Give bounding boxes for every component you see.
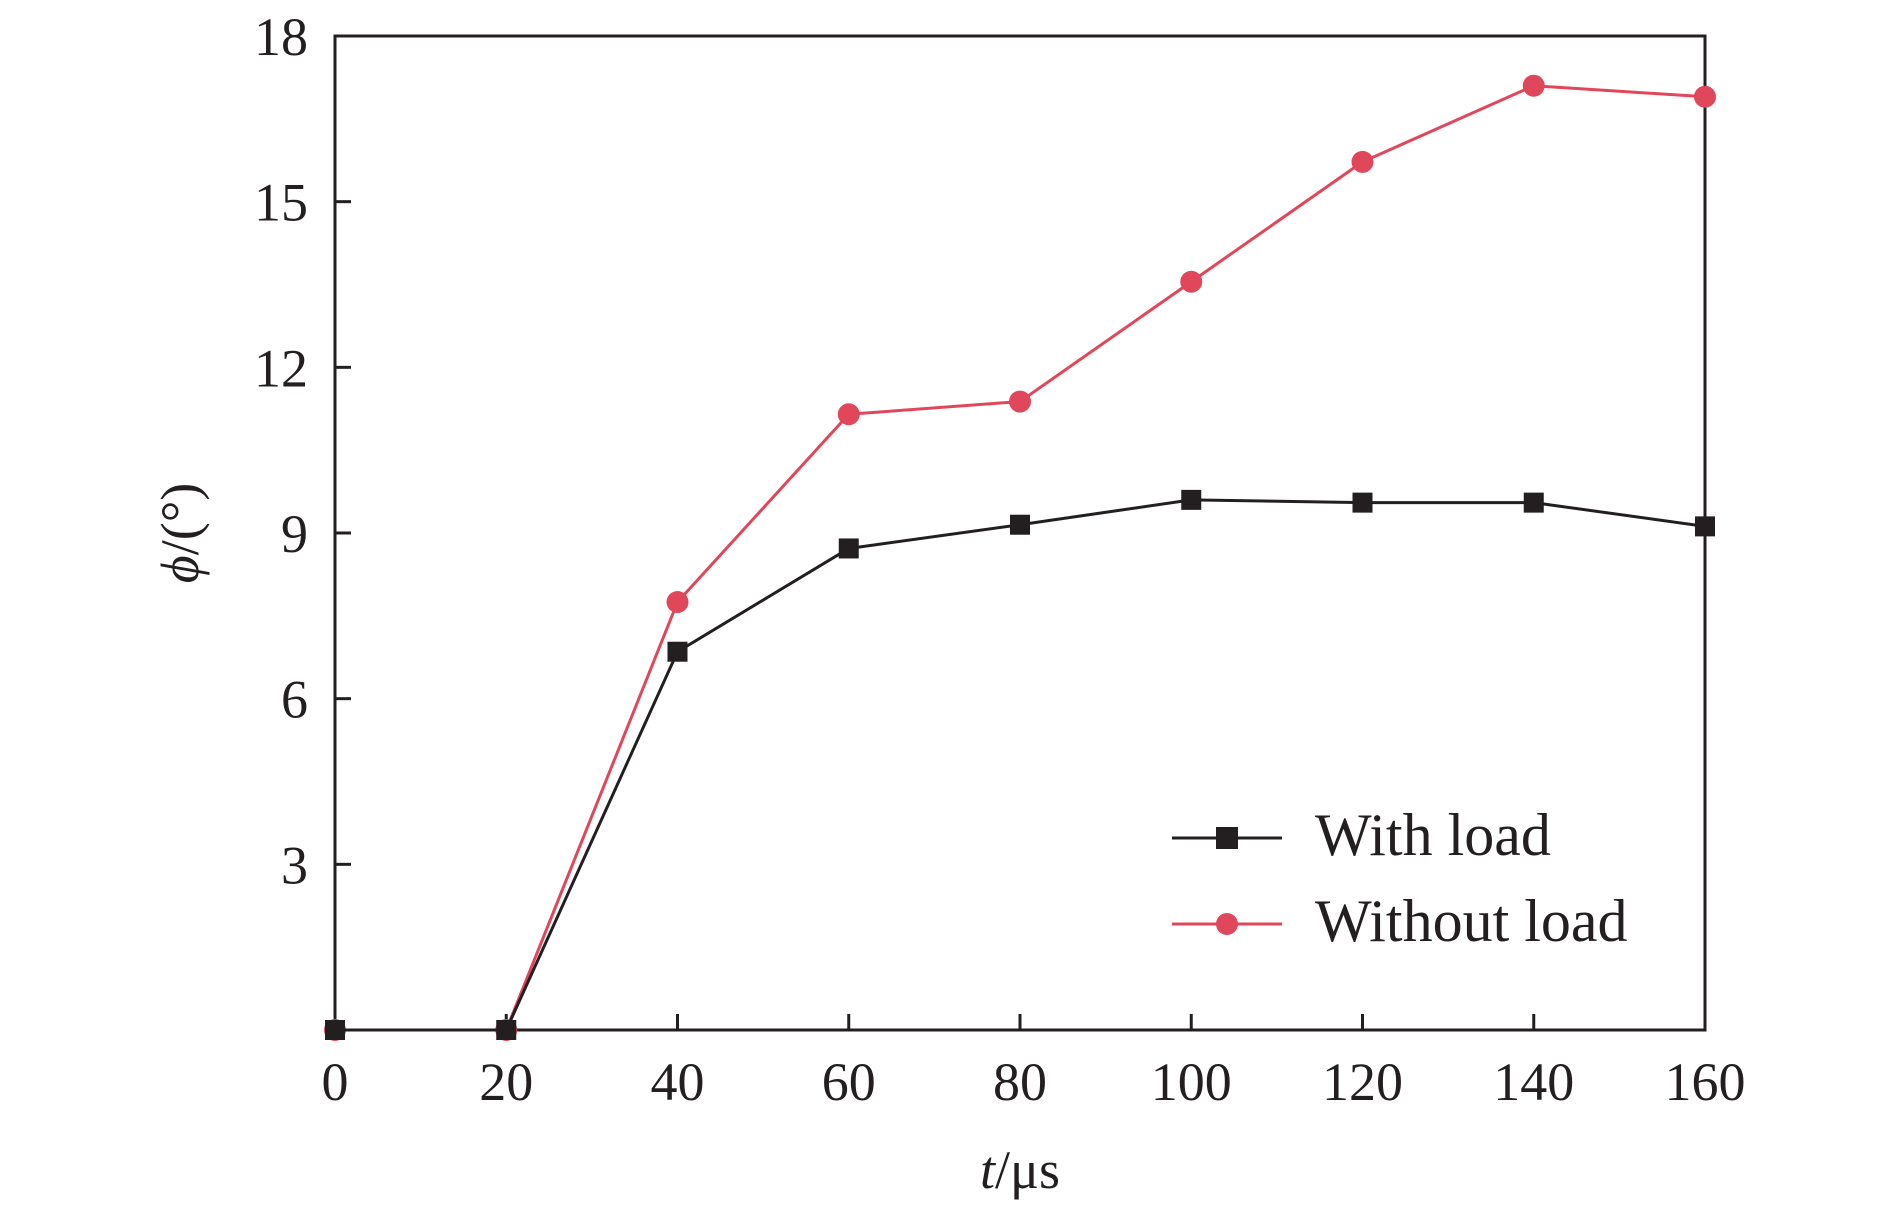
x-tick-label-0: 0 (322, 1052, 349, 1112)
x-axis-variable: t (980, 1140, 997, 1200)
point-with-load-60 (838, 538, 859, 559)
point-without-load-160 (1694, 85, 1716, 108)
y-tick-label-6: 6 (281, 670, 308, 730)
legend: With load Without load (1172, 802, 1628, 954)
point-without-load-140 (1522, 74, 1545, 97)
point-with-load-0 (325, 1020, 345, 1040)
point-with-load-160 (1695, 516, 1715, 537)
x-axis-unit: /μs (995, 1140, 1060, 1200)
legend-label-with-load: With load (1315, 802, 1551, 868)
point-without-load-100 (1180, 270, 1203, 293)
x-tick-label-100: 100 (1151, 1052, 1232, 1112)
x-tick-label-80: 80 (993, 1052, 1047, 1112)
y-tick-label-18: 18 (254, 7, 308, 67)
y-axis-unit: /(°) (150, 483, 210, 556)
y-axis-variable: ϕ (150, 555, 210, 583)
point-without-load-120 (1351, 150, 1374, 173)
x-tick-label-140: 140 (1493, 1052, 1574, 1112)
y-tick-label-15: 15 (254, 173, 308, 233)
axis-ticks (333, 34, 1707, 1030)
y-tick-label-12: 12 (254, 338, 308, 398)
point-without-load-80 (1009, 390, 1031, 413)
legend-label-without-load: Without load (1315, 888, 1628, 954)
point-with-load-120 (1352, 492, 1373, 513)
series-with-load (325, 489, 1715, 1040)
x-tick-label-60: 60 (822, 1052, 876, 1112)
point-without-load-60 (837, 403, 860, 426)
point-with-load-100 (1181, 489, 1202, 510)
x-tick-label-120: 120 (1322, 1052, 1403, 1112)
x-tick-label-40: 40 (651, 1052, 705, 1112)
point-with-load-140 (1523, 492, 1544, 513)
y-tick-label-9: 9 (281, 504, 308, 564)
point-without-load-40 (666, 591, 689, 614)
point-with-load-80 (1010, 514, 1030, 535)
legend-item-with-load: With load (1172, 802, 1551, 868)
legend-item-without-load: Without load (1172, 888, 1628, 954)
point-with-load-40 (667, 641, 688, 662)
series-layer (324, 74, 1716, 1041)
legend-marker-without-load (1216, 913, 1238, 935)
x-tick-label-160: 160 (1665, 1052, 1746, 1112)
x-tick-label-20: 20 (479, 1052, 533, 1112)
legend-marker-with-load (1216, 827, 1238, 849)
y-axis-label: ϕ/(°) (150, 483, 210, 584)
point-with-load-20 (496, 1020, 517, 1040)
y-tick-label-3: 3 (281, 835, 308, 895)
x-axis-label: t/μs (980, 1140, 1060, 1200)
tick-labels: 0 20 40 60 80 100 120 140 160 3 6 9 12 15 18 (254, 7, 1746, 1112)
